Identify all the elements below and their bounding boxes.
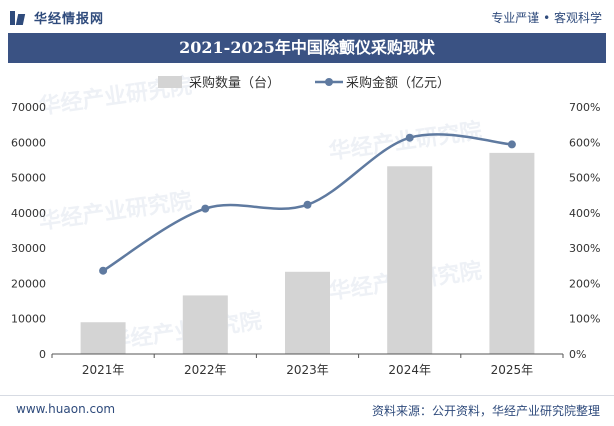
y-left-tick-label: 30000 <box>11 242 46 255</box>
y-left-tick-label: 0 <box>39 348 46 361</box>
logo: 华经情报网 <box>10 8 104 27</box>
y-left-tick-label: 10000 <box>11 313 46 326</box>
watermark-text: 华经产业研究院 <box>37 188 193 235</box>
bar <box>285 271 330 354</box>
bar <box>489 152 535 354</box>
legend-bar-label: 采购数量（台） <box>189 75 280 91</box>
header: 华经情报网 专业严谨 • 客观科学 <box>0 0 614 32</box>
title-bar: 2021-2025年中国除颤仪采购现状 <box>8 33 606 63</box>
footer-url: www.huaon.com <box>16 402 116 416</box>
y-right-tick-label: 500% <box>569 172 600 185</box>
x-tick-label: 2022年 <box>184 363 227 377</box>
y-left-tick-label: 50000 <box>11 172 46 185</box>
y-left-tick-label: 40000 <box>11 207 46 220</box>
legend-line-label: 采购金额（亿元） <box>346 75 450 91</box>
y-right-tick-label: 0% <box>569 348 586 361</box>
x-tick-label: 2024年 <box>388 363 431 377</box>
x-tick-label: 2025年 <box>491 363 534 377</box>
line-point <box>99 266 108 275</box>
line-point <box>303 200 312 209</box>
y-right-tick-label: 300% <box>569 242 600 255</box>
x-tick-label: 2023年 <box>286 363 329 377</box>
line-point <box>405 133 414 142</box>
line-point <box>201 204 210 213</box>
footer-source: 资料来源：公开资料，华经产业研究院整理 <box>371 404 600 418</box>
y-right-tick-label: 700% <box>569 101 600 114</box>
x-tick-label: 2021年 <box>82 363 125 377</box>
bar <box>387 166 433 354</box>
y-left-tick-label: 60000 <box>11 136 46 149</box>
brand-name: 华经情报网 <box>34 12 105 27</box>
footer: www.huaon.com 资料来源：公开资料，华经产业研究院整理 <box>0 395 614 426</box>
chart-title: 2021-2025年中国除颤仪采购现状 <box>179 38 435 57</box>
legend-line-marker <box>325 78 333 86</box>
slogan: 专业严谨 • 客观科学 <box>491 11 602 25</box>
y-left-tick-label: 70000 <box>11 101 46 114</box>
chart: 华经产业研究院华经产业研究院华经产业研究院华经产业研究院华经产业研究院采购数量（… <box>11 73 600 377</box>
y-right-tick-label: 200% <box>569 277 600 290</box>
line-point <box>507 140 516 149</box>
y-left-tick-label: 20000 <box>11 277 46 290</box>
bar <box>80 322 126 354</box>
y-right-tick-label: 400% <box>569 207 600 220</box>
logo-icon <box>10 10 26 25</box>
legend-bar-swatch <box>158 76 182 88</box>
watermark-text: 华经产业研究院 <box>327 118 483 165</box>
bar <box>182 295 228 354</box>
y-right-tick-label: 600% <box>569 136 600 149</box>
y-right-tick-label: 100% <box>569 313 600 326</box>
